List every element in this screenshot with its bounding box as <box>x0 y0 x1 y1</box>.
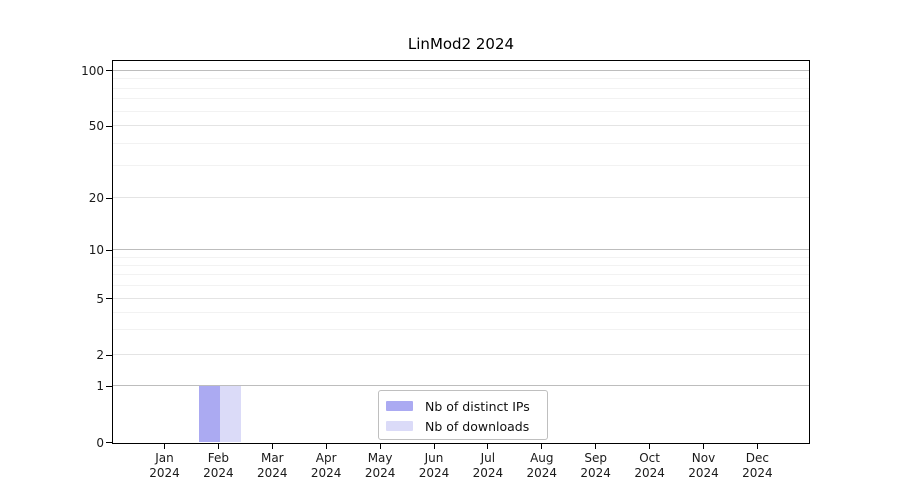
x-axis-tick-label: Feb 2024 <box>186 451 250 481</box>
month-label: Jan <box>155 451 174 465</box>
y-axis-tick-label: 10 <box>88 243 104 258</box>
year-label: 2024 <box>580 466 611 480</box>
y-tick-mark <box>106 354 113 356</box>
grid-line-minor <box>113 142 809 144</box>
legend-label: Nb of downloads <box>425 418 530 434</box>
month-label: Apr <box>315 451 337 465</box>
legend-label: Nb of distinct IPs <box>425 398 530 414</box>
x-axis-tick-label: Dec 2024 <box>725 451 789 481</box>
x-axis-tick-label: Jul 2024 <box>456 451 520 481</box>
grid-line <box>113 385 809 387</box>
x-axis-tick-label: Jun 2024 <box>402 451 466 481</box>
grid-line <box>113 354 809 356</box>
legend: Nb of distinct IPs Nb of downloads <box>378 390 548 440</box>
month-label: May <box>367 451 393 465</box>
y-tick-mark <box>106 249 113 251</box>
month-label: Oct <box>639 451 660 465</box>
x-axis-tick-label: Oct 2024 <box>618 451 682 481</box>
grid-line-minor <box>113 256 809 258</box>
grid-line-minor <box>113 329 809 331</box>
year-label: 2024 <box>526 466 558 480</box>
x-tick-mark <box>649 442 651 449</box>
grid-line <box>113 249 809 251</box>
x-tick-mark <box>271 442 273 449</box>
y-tick-mark <box>106 442 113 443</box>
year-label: 2024 <box>418 466 450 480</box>
x-tick-mark <box>703 442 704 449</box>
y-axis-tick-label: 0 <box>96 435 104 450</box>
month-label: Sep <box>584 451 607 465</box>
x-tick-mark <box>487 442 489 449</box>
legend-item: Nb of downloads <box>386 416 540 436</box>
grid-line-minor <box>113 274 809 276</box>
y-axis-tick-label: 50 <box>88 119 104 134</box>
x-tick-mark <box>379 442 381 449</box>
year-label: 2024 <box>634 466 665 480</box>
year-label: 2024 <box>472 466 504 480</box>
y-tick-mark <box>106 385 113 387</box>
x-tick-mark <box>756 442 758 449</box>
y-tick-mark <box>106 298 113 300</box>
distinct-ips-swatch <box>386 401 413 411</box>
month-label: Jul <box>480 451 496 465</box>
x-axis-tick-label: Aug 2024 <box>510 451 574 481</box>
y-axis-tick-label: 1 <box>96 379 104 394</box>
grid-line <box>113 197 809 199</box>
legend-item: Nb of distinct IPs <box>386 396 540 416</box>
grid-line-minor <box>113 311 809 313</box>
y-axis-tick-label: 2 <box>96 348 104 363</box>
x-tick-mark <box>164 442 165 449</box>
month-label: Aug <box>530 451 554 465</box>
bar-distinct-ips <box>198 385 220 442</box>
year-label: 2024 <box>203 466 234 480</box>
x-axis-tick-label: May 2024 <box>348 451 412 481</box>
grid-line <box>113 69 809 71</box>
year-label: 2024 <box>310 466 342 480</box>
bar-downloads <box>219 385 241 442</box>
chart-title: LinMod2 2024 <box>407 35 515 53</box>
x-tick-mark <box>325 442 327 449</box>
y-tick-mark <box>106 125 113 127</box>
x-tick-mark <box>217 442 219 449</box>
y-axis-tick-label: 5 <box>96 291 104 306</box>
grid-line-minor <box>113 87 809 89</box>
year-label: 2024 <box>149 466 180 480</box>
y-axis-tick-label: 100 <box>81 63 104 78</box>
y-tick-mark <box>106 70 113 72</box>
grid-line-minor <box>113 285 809 287</box>
x-tick-mark <box>541 442 543 449</box>
x-axis-tick-label: Sep 2024 <box>564 451 628 481</box>
grid-line-minor <box>113 165 809 167</box>
grid-line-minor <box>113 110 809 112</box>
grid-line-minor <box>113 265 809 267</box>
year-label: 2024 <box>257 466 288 480</box>
x-axis-tick-label: Mar 2024 <box>240 451 304 481</box>
month-label: Dec <box>745 451 769 465</box>
grid-line <box>113 297 809 299</box>
downloads-swatch <box>386 421 413 431</box>
x-tick-mark <box>433 442 435 449</box>
y-axis-tick-label: 20 <box>88 191 104 206</box>
x-axis-tick-label: Jan 2024 <box>133 451 197 481</box>
plot-area <box>112 60 810 444</box>
y-tick-mark <box>106 197 113 199</box>
x-axis-tick-label: Apr 2024 <box>294 451 358 481</box>
year-label: 2024 <box>364 466 396 480</box>
year-label: 2024 <box>742 466 773 480</box>
month-label: Mar <box>260 451 284 465</box>
month-label: Nov <box>691 451 716 465</box>
year-label: 2024 <box>688 466 719 480</box>
month-label: Feb <box>207 451 230 465</box>
grid-line-minor <box>113 78 809 80</box>
grid-line-minor <box>113 98 809 100</box>
x-axis-tick-label: Nov 2024 <box>672 451 736 481</box>
x-tick-mark <box>595 442 597 449</box>
grid-line <box>113 125 809 127</box>
month-label: Jun <box>424 451 444 465</box>
